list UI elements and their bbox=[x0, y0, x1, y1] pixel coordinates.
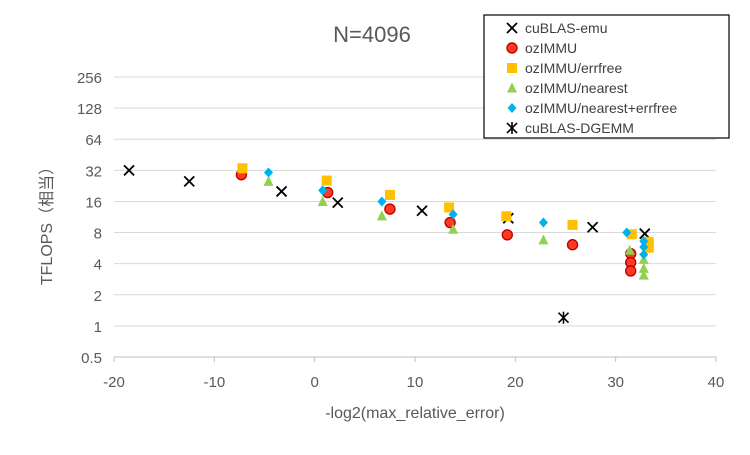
legend-label: ozIMMU/errfree bbox=[525, 60, 622, 76]
legend-item: ozIMMU bbox=[506, 40, 577, 56]
x-tick-label: 0 bbox=[310, 374, 318, 391]
data-point bbox=[332, 196, 344, 209]
legend-marker bbox=[506, 42, 518, 54]
data-point bbox=[416, 205, 428, 217]
marker-stroke bbox=[639, 228, 651, 240]
data-point bbox=[567, 219, 578, 230]
data-point bbox=[448, 209, 458, 220]
legend-item: ozIMMU/errfree bbox=[507, 60, 622, 76]
data-point bbox=[538, 234, 549, 245]
marker-stroke bbox=[586, 221, 599, 233]
legend-label: cuBLAS-emu bbox=[525, 20, 607, 36]
data-point bbox=[639, 236, 649, 247]
legend-item: ozIMMU/nearest bbox=[507, 80, 628, 96]
data-point bbox=[643, 236, 654, 247]
legend-item: ozIMMU/nearest+errfree bbox=[507, 100, 677, 116]
data-point bbox=[557, 311, 570, 324]
points-layer bbox=[123, 163, 654, 324]
legend-marker bbox=[507, 63, 517, 73]
series-ozimmu-nearest-errfree bbox=[264, 167, 649, 260]
marker-stroke bbox=[183, 175, 195, 188]
x-tick-label: 30 bbox=[607, 374, 624, 391]
data-point bbox=[639, 249, 649, 260]
legend-label: ozIMMU bbox=[525, 40, 577, 56]
data-point bbox=[643, 242, 654, 253]
x-tick-label: 20 bbox=[507, 374, 524, 391]
data-point bbox=[639, 241, 649, 252]
data-point bbox=[625, 265, 637, 277]
data-point bbox=[444, 202, 455, 213]
legend-item: cuBLAS-DGEMM bbox=[506, 120, 634, 136]
legend-label: ozIMMU/nearest+errfree bbox=[525, 100, 677, 116]
data-point bbox=[566, 239, 579, 251]
y-tick-label: 256 bbox=[77, 70, 102, 87]
data-point bbox=[638, 269, 649, 280]
y-tick-label: 128 bbox=[77, 101, 102, 118]
data-point bbox=[384, 189, 395, 200]
legend: cuBLAS-emu ozIMMU ozIMMU/errfree ozIMMU/nea… bbox=[483, 14, 730, 139]
data-point bbox=[123, 164, 135, 176]
data-point bbox=[377, 196, 387, 207]
y-tick-label: 1 bbox=[94, 319, 102, 336]
series-ozimmu-nearest bbox=[263, 175, 649, 280]
legend-box bbox=[483, 14, 730, 139]
data-point bbox=[384, 203, 396, 215]
y-tick-label: 32 bbox=[85, 163, 102, 180]
x-tick-label: 40 bbox=[708, 374, 725, 391]
data-point bbox=[317, 195, 328, 206]
y-tick-label: 64 bbox=[85, 132, 102, 149]
data-point bbox=[318, 185, 328, 196]
legend-label: ozIMMU/nearest bbox=[525, 80, 628, 96]
data-point bbox=[638, 262, 649, 273]
data-point bbox=[321, 175, 332, 186]
data-point bbox=[501, 229, 514, 241]
data-point bbox=[275, 185, 288, 198]
x-tick-label: -20 bbox=[103, 374, 125, 391]
data-point bbox=[586, 221, 599, 233]
legend-item: cuBLAS-emu bbox=[506, 20, 607, 36]
series-cublas-dgemm bbox=[557, 311, 570, 324]
y-tick-label: 16 bbox=[85, 194, 102, 211]
data-point bbox=[622, 227, 632, 238]
legend-marker bbox=[506, 22, 518, 34]
marker-stroke bbox=[123, 164, 135, 176]
x-tick-label: 10 bbox=[407, 374, 424, 391]
series-cublas-emu bbox=[123, 164, 651, 240]
legend-marker bbox=[506, 122, 518, 134]
x-axis-label: -log2(max_relative_error) bbox=[325, 405, 505, 422]
series-ozimmu-errfree bbox=[237, 163, 654, 253]
legend-marker bbox=[507, 103, 517, 113]
y-tick-label: 4 bbox=[94, 257, 102, 274]
marker-stroke bbox=[416, 205, 428, 217]
marker-stroke bbox=[506, 22, 518, 34]
data-point bbox=[183, 175, 195, 188]
marker-stroke bbox=[332, 196, 344, 209]
data-point bbox=[538, 217, 548, 228]
data-point bbox=[501, 211, 512, 222]
y-axis-label: TFLOPS（相当） bbox=[38, 159, 56, 285]
y-tick-label: 8 bbox=[94, 226, 102, 243]
y-tick-label: 0.5 bbox=[81, 350, 102, 367]
data-point bbox=[448, 223, 459, 234]
data-point bbox=[624, 244, 635, 255]
data-point bbox=[263, 175, 274, 186]
chart-title: N=4096 bbox=[333, 22, 411, 47]
legend-label: cuBLAS-DGEMM bbox=[525, 120, 634, 136]
data-point bbox=[264, 167, 274, 178]
y-tick-label: 2 bbox=[94, 288, 102, 305]
legend-marker bbox=[507, 82, 517, 93]
legend-items: cuBLAS-emu ozIMMU ozIMMU/errfree ozIMMU/nea… bbox=[506, 20, 677, 136]
data-point bbox=[376, 210, 387, 221]
data-point bbox=[626, 229, 637, 240]
marker-stroke bbox=[275, 185, 288, 198]
x-tick-label: -10 bbox=[203, 374, 225, 391]
data-point bbox=[237, 163, 248, 174]
axis-layer: 0.5 1 2 4 8 16 32 64 128 256 -20 -10 0 10 20 30 40 bbox=[77, 70, 724, 391]
